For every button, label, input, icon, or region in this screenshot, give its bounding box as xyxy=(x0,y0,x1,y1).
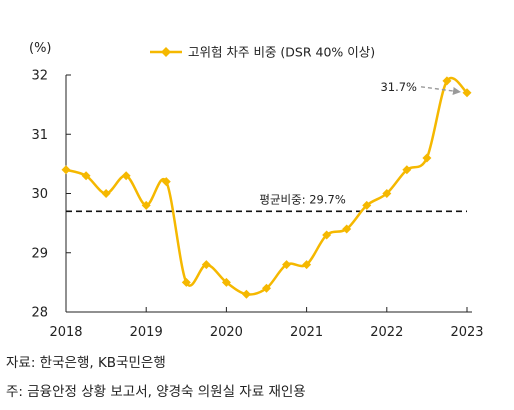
data-point-marker xyxy=(101,189,111,198)
line-chart: (%) 고위험 차주 비중 (DSR 40% 이상) 28 29 30 31 32 20… xyxy=(29,41,484,340)
series-group xyxy=(61,76,472,299)
y-tick-label: 30 xyxy=(31,187,48,202)
data-point-marker xyxy=(342,224,352,234)
average-label: 평균비중: 29.7% xyxy=(259,192,345,206)
data-point-marker xyxy=(181,277,191,287)
data-point-marker xyxy=(402,165,412,175)
average-line-group: 평균비중: 29.7% xyxy=(66,192,467,213)
data-point-marker xyxy=(282,260,292,270)
data-point-marker xyxy=(322,230,332,240)
data-point-marker xyxy=(121,171,131,181)
x-tick-label: 2021 xyxy=(290,325,323,340)
data-point-marker xyxy=(221,277,231,287)
x-tick-label: 2019 xyxy=(130,325,163,340)
y-axis-unit: (%) xyxy=(29,41,52,56)
legend-label: 고위험 차주 비중 (DSR 40% 이상) xyxy=(188,45,375,60)
data-point-marker xyxy=(161,177,171,187)
y-tick-label: 28 xyxy=(31,306,48,321)
annotation-arrow xyxy=(420,86,461,95)
data-point-marker xyxy=(462,88,472,98)
annotation-group: 31.7% xyxy=(380,80,461,95)
legend-marker-swatch xyxy=(161,47,171,57)
data-point-marker xyxy=(362,200,372,210)
legend: 고위험 차주 비중 (DSR 40% 이상) xyxy=(150,45,375,60)
source-note: 자료: 한국은행, KB국민은행 xyxy=(6,355,166,371)
data-point-marker xyxy=(302,260,312,270)
y-tick-label: 29 xyxy=(31,246,48,261)
data-point-marker xyxy=(422,153,432,163)
x-tick-label: 2018 xyxy=(49,325,82,340)
x-ticks: 2018 2019 2020 2021 2022 2023 xyxy=(49,307,484,340)
x-tick-label: 2023 xyxy=(450,325,483,340)
x-tick-label: 2022 xyxy=(370,325,403,340)
y-tick-label: 32 xyxy=(31,69,48,84)
data-point-marker xyxy=(241,289,251,299)
data-point-marker xyxy=(201,260,211,270)
data-point-marker xyxy=(61,165,71,175)
data-point-marker xyxy=(442,76,452,86)
data-point-marker xyxy=(81,171,91,181)
y-tick-label: 31 xyxy=(31,128,48,143)
last-value-annotation: 31.7% xyxy=(380,80,417,94)
data-point-marker xyxy=(262,283,271,293)
x-tick-label: 2020 xyxy=(210,325,243,340)
data-point-marker xyxy=(382,189,392,198)
footnote: 주: 금융안정 상황 보고서, 양경숙 의원실 자료 재인용 xyxy=(6,384,306,400)
series-line xyxy=(65,76,468,296)
y-ticks: 28 29 30 31 32 xyxy=(31,69,71,321)
data-point-marker xyxy=(141,200,151,210)
